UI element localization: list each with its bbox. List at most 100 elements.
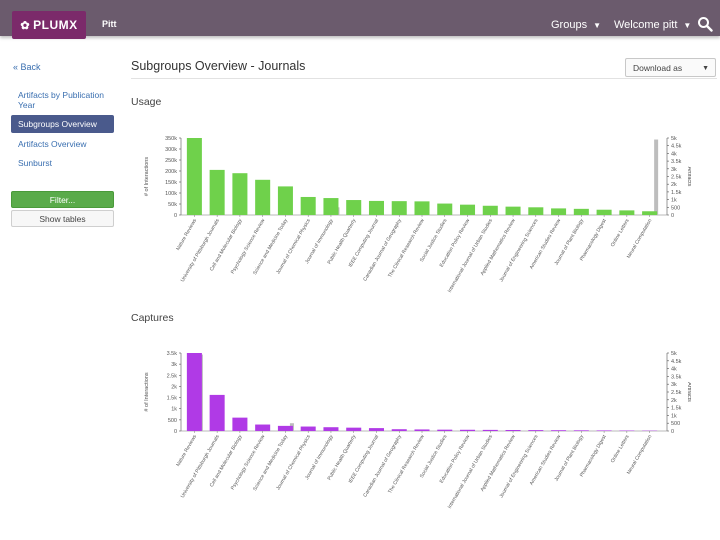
y-tick-label: 50k — [168, 202, 177, 208]
x-tick-label: Online Letters — [610, 434, 631, 464]
data-bar — [573, 208, 589, 215]
x-tick-label: Neural Computation — [626, 218, 654, 260]
data-bar — [642, 211, 658, 215]
y-tick-label: 300k — [165, 147, 177, 153]
y2-tick-label: 4.5k — [671, 359, 682, 365]
x-tick-label: Neural Computation — [626, 434, 654, 476]
x-tick-label: Nature Reviews — [175, 434, 198, 468]
data-bar — [255, 179, 271, 215]
groups-label: Groups — [551, 19, 588, 31]
y2-tick-label: 3k — [671, 167, 677, 173]
y-tick-label: 150k — [165, 180, 177, 186]
data-bar — [528, 430, 544, 431]
data-bar — [391, 429, 407, 431]
data-bar — [346, 200, 362, 215]
y2-tick-label: 0 — [671, 429, 674, 435]
y2-tick-label: 5k — [671, 351, 677, 357]
data-bar — [186, 138, 202, 215]
y2-tick-label: 1.5k — [671, 406, 682, 412]
y2-tick-label: 4k — [671, 367, 677, 373]
y2-tick-label: 5k — [671, 136, 677, 142]
download-dropdown[interactable]: Download as ▼ — [625, 58, 716, 77]
y2-tick-label: 2k — [671, 398, 677, 404]
y-tick-label: 0 — [174, 213, 177, 219]
download-label: Download as — [633, 62, 683, 73]
y2-axis-label: Artifacts — [686, 167, 691, 187]
data-bar — [619, 210, 635, 215]
data-bar — [300, 196, 316, 215]
user-menu[interactable]: Welcome pitt ▼ — [614, 19, 691, 31]
welcome-label: Welcome pitt — [614, 19, 678, 31]
data-bar — [232, 173, 248, 215]
data-bar — [277, 425, 293, 431]
y2-tick-label: 3.5k — [671, 159, 682, 165]
x-tick-label: Pharmacology Digest — [579, 433, 608, 478]
sidebar-item-artifacts-overview[interactable]: Artifacts Overview — [18, 139, 87, 149]
y-axis-label: # of Interactions — [144, 157, 150, 196]
y2-tick-label: 1k — [671, 198, 677, 204]
filter-button[interactable]: Filter... — [11, 191, 114, 208]
x-tick-label: Canadian Journal of Geography — [362, 218, 403, 283]
artifact-bar — [654, 139, 659, 215]
data-bar — [232, 417, 248, 431]
data-bar — [209, 394, 225, 431]
search-icon[interactable] — [697, 16, 713, 32]
data-bar — [437, 203, 453, 215]
data-bar — [209, 169, 225, 215]
back-link[interactable]: « Back — [13, 62, 41, 72]
data-bar — [414, 201, 430, 215]
usage-chart: # of Interactions 0 50k 100k 150k 200k 250k 300… — [144, 136, 691, 294]
data-bar — [551, 208, 567, 215]
x-tick-label: Online Letters — [610, 218, 631, 248]
x-tick-label: International Journal of Urban Studies — [447, 218, 494, 294]
captures-section-title: Captures — [131, 312, 174, 324]
data-bar — [596, 430, 612, 431]
y-tick-label: 100k — [165, 191, 177, 197]
y-axis-label: # of Interactions — [144, 372, 150, 411]
x-tick-label: Nature Reviews — [175, 218, 198, 252]
data-bar — [368, 200, 384, 215]
y2-tick-label: 4.5k — [671, 144, 682, 150]
data-bar — [368, 428, 384, 431]
y2-tick-label: 0 — [671, 213, 674, 219]
title-divider — [131, 78, 717, 79]
groups-menu[interactable]: Groups ▼ — [551, 19, 601, 31]
data-bar — [573, 430, 589, 431]
data-bar — [323, 427, 339, 431]
plumx-logo[interactable]: ✿ PLUMX — [12, 11, 86, 39]
x-tick-label: Journal of Engineering Sciences — [498, 218, 539, 284]
y2-tick-label: 2k — [671, 182, 677, 188]
data-bar — [505, 429, 521, 431]
x-tick-label: Pharmacology Digest — [579, 217, 608, 262]
y2-tick-label: 2.5k — [671, 390, 682, 396]
chevron-down-icon: ▼ — [683, 21, 692, 30]
sidebar-item-sunburst[interactable]: Sunburst — [18, 158, 53, 168]
data-bar — [391, 201, 407, 215]
logo-text: PLUMX — [33, 18, 78, 32]
y2-axis-label: Artifacts — [686, 382, 691, 402]
data-bar — [186, 353, 202, 431]
y2-tick-label: 2.5k — [671, 175, 682, 181]
x-tick-label: International Journal of Urban Studies — [447, 434, 494, 510]
data-bar — [460, 429, 476, 431]
sidebar-item-artifacts-by-year[interactable]: Artifacts by Publication Year — [18, 90, 104, 110]
x-tick-label: Journal of Engineering Sciences — [498, 434, 539, 500]
y2-tick-label: 3k — [671, 382, 677, 388]
captures-chart: # of Interactions05001k1.5k2k2.5k3k3.5k0… — [144, 351, 691, 510]
data-bar — [596, 209, 612, 215]
y2-tick-label: 4k — [671, 151, 677, 157]
data-bar — [551, 430, 567, 431]
data-bar — [482, 429, 498, 431]
data-bar — [300, 426, 316, 431]
data-bar — [414, 429, 430, 431]
show-tables-button[interactable]: Show tables — [11, 210, 114, 227]
data-bar — [255, 424, 271, 431]
y-tick-label: 200k — [165, 169, 177, 175]
y-tick-label: 500 — [168, 418, 177, 424]
caret-down-icon: ▼ — [702, 65, 709, 72]
data-bar — [482, 205, 498, 215]
plumx-logo-icon: ✿ — [20, 19, 31, 32]
sidebar-item-subgroups-overview[interactable]: Subgroups Overview — [11, 115, 114, 133]
data-bar — [528, 207, 544, 215]
data-bar — [323, 198, 339, 215]
